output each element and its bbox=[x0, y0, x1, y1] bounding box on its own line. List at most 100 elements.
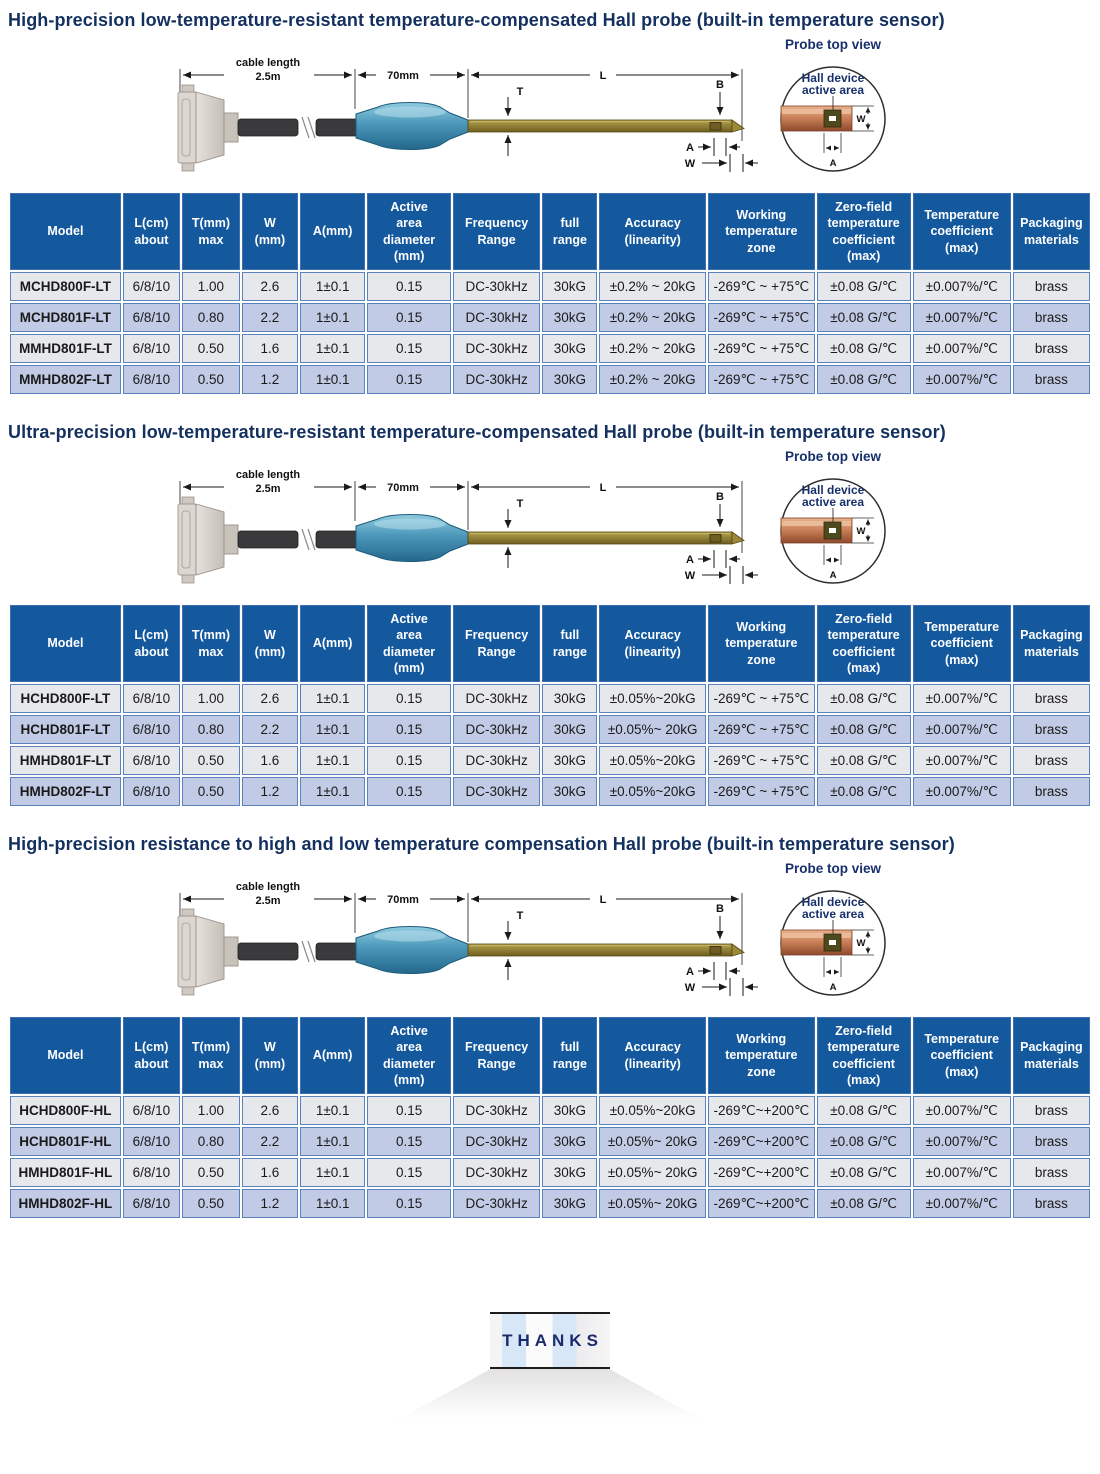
section-title: High-precision low-temperature-resistant… bbox=[8, 10, 945, 30]
column-header: Model bbox=[10, 605, 121, 682]
column-header: A(mm) bbox=[299, 605, 366, 682]
cable-illustration bbox=[237, 528, 359, 551]
column-header: full range bbox=[542, 193, 598, 270]
column-header: Working temperature zone bbox=[708, 193, 815, 270]
table-cell: 30kG bbox=[542, 715, 598, 744]
table-cell: 1.00 bbox=[181, 272, 240, 301]
column-header: Frequency Range bbox=[452, 193, 541, 270]
probe-diagram: cable length 2.5m 70mm L T B A W Probe t… bbox=[130, 859, 1090, 1011]
table-cell: ±0.007%/℃ bbox=[912, 334, 1011, 363]
header-row: Model L(cm) about T(mm) max W (mm) A(mm) Acti… bbox=[10, 193, 1090, 270]
dim-l-label: L bbox=[600, 894, 607, 906]
table-cell: ±0.007%/℃ bbox=[912, 1158, 1011, 1187]
table-cell: 1±0.1 bbox=[299, 1096, 366, 1125]
probe-handle-illustration bbox=[355, 926, 469, 974]
table-cell: 6/8/10 bbox=[122, 777, 180, 806]
table-cell: -269℃ ~ +75℃ bbox=[708, 334, 815, 363]
hall-sensor-chip bbox=[709, 122, 722, 131]
dim-a-label: A bbox=[686, 142, 694, 154]
table-cell: ±0.007%/℃ bbox=[912, 715, 1011, 744]
connector-illustration bbox=[177, 496, 239, 584]
table-cell: 0.15 bbox=[367, 334, 451, 363]
table-cell: DC-30kHz bbox=[452, 365, 541, 394]
table-cell: 30kG bbox=[542, 334, 598, 363]
table-cell: DC-30kHz bbox=[452, 777, 541, 806]
table-row: HMHD801F-HL 6/8/10 0.50 1.6 1±0.1 0.15 DC-30kH… bbox=[10, 1158, 1090, 1187]
column-header: Temperature coefficient (max) bbox=[912, 605, 1011, 682]
table-cell: ±0.05%~20kG bbox=[599, 746, 706, 775]
table-cell: brass bbox=[1012, 1127, 1090, 1156]
column-header: Active area diameter (mm) bbox=[367, 1017, 451, 1094]
table-cell: -269℃~+200℃ bbox=[708, 1158, 815, 1187]
table-cell: ±0.08 G/℃ bbox=[816, 1096, 911, 1125]
thanks-banner: THANKS bbox=[490, 1312, 610, 1369]
table-cell: ±0.05%~20kG bbox=[599, 777, 706, 806]
top-view-a-label: A bbox=[830, 982, 837, 993]
table-cell: ±0.08 G/℃ bbox=[816, 777, 911, 806]
table-cell: 6/8/10 bbox=[122, 272, 180, 301]
probe-diagram: cable length 2.5m 70mm L T B A W Probe t… bbox=[130, 35, 1090, 187]
hall-active-area-label-1: Hall device bbox=[802, 483, 865, 497]
probe-blade-illustration bbox=[467, 531, 745, 545]
table-cell: -269℃ ~ +75℃ bbox=[708, 715, 815, 744]
table-cell: 0.50 bbox=[181, 334, 240, 363]
table-cell: 0.15 bbox=[367, 272, 451, 301]
table-cell: -269℃ ~ +75℃ bbox=[708, 777, 815, 806]
table-cell: ±0.08 G/℃ bbox=[816, 365, 911, 394]
table-cell: ±0.007%/℃ bbox=[912, 1189, 1011, 1218]
thanks-footer: THANKS bbox=[0, 1312, 1100, 1435]
model-cell: MMHD802F-LT bbox=[10, 365, 121, 394]
column-header: Active area diameter (mm) bbox=[367, 193, 451, 270]
table-row: HMHD802F-LT 6/8/10 0.50 1.2 1±0.1 0.15 DC-30kH… bbox=[10, 777, 1090, 806]
column-header: Zero-field temperature coefficient (max) bbox=[816, 605, 911, 682]
column-header: A(mm) bbox=[299, 1017, 366, 1094]
dim-a-label: A bbox=[686, 554, 694, 566]
hall-active-area-label-1: Hall device bbox=[802, 71, 865, 85]
table-cell: 30kG bbox=[542, 1127, 598, 1156]
table-cell: ±0.08 G/℃ bbox=[816, 746, 911, 775]
table-cell: 1.2 bbox=[241, 1189, 298, 1218]
dim-l-label: L bbox=[600, 70, 607, 82]
table-cell: 30kG bbox=[542, 1158, 598, 1187]
hall-active-area-label-2: active area bbox=[802, 83, 864, 97]
table-row: HMHD801F-LT 6/8/10 0.50 1.6 1±0.1 0.15 DC-30kH… bbox=[10, 746, 1090, 775]
table-row: MCHD801F-LT 6/8/10 0.80 2.2 1±0.1 0.15 DC-30kH… bbox=[10, 303, 1090, 332]
handle-length-label: 70mm bbox=[387, 70, 419, 82]
table-cell: ±0.007%/℃ bbox=[912, 1096, 1011, 1125]
table-cell: 30kG bbox=[542, 777, 598, 806]
dim-a-label: A bbox=[686, 966, 694, 978]
table-cell: 30kG bbox=[542, 1189, 598, 1218]
cable-length-label: cable length bbox=[236, 469, 300, 481]
header-row: Model L(cm) about T(mm) max W (mm) A(mm) Acti… bbox=[10, 1017, 1090, 1094]
cable-illustration bbox=[237, 940, 359, 963]
column-header: L(cm) about bbox=[122, 605, 180, 682]
table-cell: ±0.08 G/℃ bbox=[816, 715, 911, 744]
table-cell: 6/8/10 bbox=[122, 746, 180, 775]
table-cell: -269℃~+200℃ bbox=[708, 1127, 815, 1156]
top-view-title: Probe top view bbox=[785, 861, 882, 876]
dim-b-label: B bbox=[716, 491, 724, 503]
probe-diagram-svg: cable length 2.5m 70mm L T B A W Probe t… bbox=[177, 37, 886, 172]
hall-sensor-chip bbox=[709, 946, 722, 955]
column-header: Packaging materials bbox=[1012, 193, 1090, 270]
table-cell: brass bbox=[1012, 1158, 1090, 1187]
cable-length-value: 2.5m bbox=[255, 483, 280, 495]
table-cell: 0.80 bbox=[181, 303, 240, 332]
table-cell: DC-30kHz bbox=[452, 1096, 541, 1125]
table-row: MMHD802F-LT 6/8/10 0.50 1.2 1±0.1 0.15 DC-30kH… bbox=[10, 365, 1090, 394]
model-cell: MCHD801F-LT bbox=[10, 303, 121, 332]
table-cell: 6/8/10 bbox=[122, 1158, 180, 1187]
column-header: Accuracy (linearity) bbox=[599, 605, 706, 682]
table-cell: 0.80 bbox=[181, 1127, 240, 1156]
table-cell: 1.00 bbox=[181, 684, 240, 713]
column-header: T(mm) max bbox=[181, 605, 240, 682]
column-header: Active area diameter (mm) bbox=[367, 605, 451, 682]
table-cell: -269℃ ~ +75℃ bbox=[708, 272, 815, 301]
column-header: L(cm) about bbox=[122, 193, 180, 270]
table-cell: 0.15 bbox=[367, 1158, 451, 1187]
table-cell: ±0.007%/℃ bbox=[912, 777, 1011, 806]
probe-diagram: cable length 2.5m 70mm L T B A W Probe t… bbox=[130, 447, 1090, 599]
table-cell: 30kG bbox=[542, 746, 598, 775]
column-header: W (mm) bbox=[241, 193, 298, 270]
column-header: T(mm) max bbox=[181, 1017, 240, 1094]
